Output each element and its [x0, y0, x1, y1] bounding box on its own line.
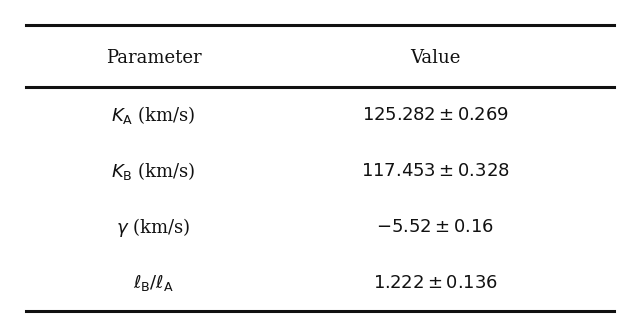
Text: $K_{\mathrm{B}}$ (km/s): $K_{\mathrm{B}}$ (km/s) [111, 160, 196, 182]
Text: $117.453 \pm 0.328$: $117.453 \pm 0.328$ [361, 162, 509, 180]
Text: $\gamma$ (km/s): $\gamma$ (km/s) [116, 215, 191, 239]
Text: $\ell_{\mathrm{B}}/\ell_{\mathrm{A}}$: $\ell_{\mathrm{B}}/\ell_{\mathrm{A}}$ [133, 273, 174, 293]
Text: $-5.52 \pm 0.16$: $-5.52 \pm 0.16$ [376, 218, 494, 236]
Text: $K_{\mathrm{A}}$ (km/s): $K_{\mathrm{A}}$ (km/s) [111, 104, 196, 126]
Text: $1.222 \pm 0.136$: $1.222 \pm 0.136$ [372, 274, 498, 292]
Text: Value: Value [410, 49, 460, 66]
Text: $125.282 \pm 0.269$: $125.282 \pm 0.269$ [362, 106, 509, 124]
Text: Parameter: Parameter [106, 49, 202, 66]
